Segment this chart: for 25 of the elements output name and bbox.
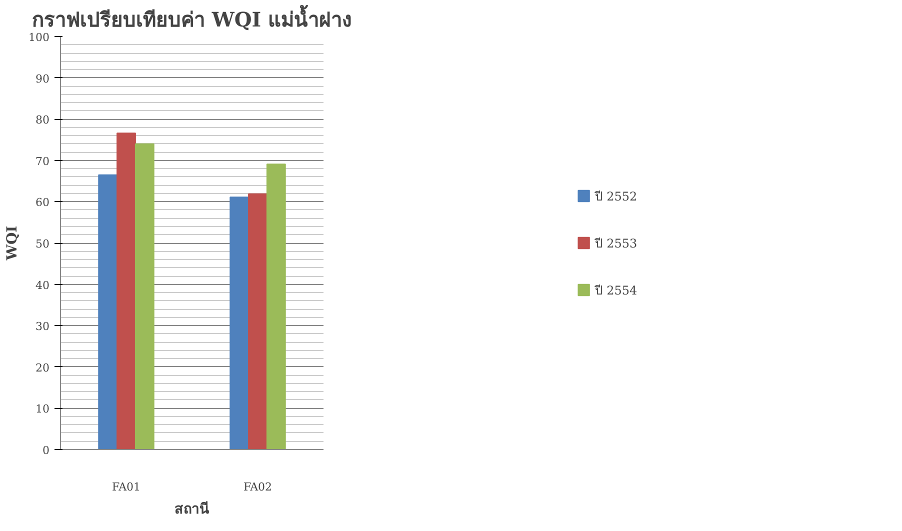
bar (266, 164, 286, 450)
y-tick-label: 50 (36, 238, 50, 250)
y-tick-label: 40 (36, 278, 50, 292)
y-tick-label: 60 (36, 196, 50, 210)
y-tick-label: 80 (36, 114, 50, 127)
bar (134, 143, 154, 450)
bar (248, 193, 268, 450)
y-tick-label: 0 (42, 444, 50, 457)
y-tick-label: 100 (28, 31, 50, 44)
bar (98, 174, 118, 450)
bar (230, 196, 250, 450)
legend-label: ปี 2552 (594, 188, 638, 205)
y-tick-label: 70 (36, 154, 50, 168)
y-axis-title: WQI (4, 226, 21, 262)
y-tick-label: 30 (36, 320, 50, 334)
legend-label: ปี 2553 (594, 235, 638, 252)
y-tick-label: 20 (36, 361, 50, 374)
x-axis-title: สถานี (174, 502, 210, 518)
legend-label: ปี 2554 (594, 282, 638, 299)
x-tick-label: FA02 (243, 480, 272, 494)
bar (116, 132, 136, 450)
chart-title: กราฟเปรียบเทียบค่า WQI แม่น้ำฝาง (32, 4, 352, 32)
y-tick-label: 10 (36, 402, 50, 416)
x-tick-label: FA01 (112, 480, 141, 494)
y-tick-label: 90 (36, 72, 50, 86)
